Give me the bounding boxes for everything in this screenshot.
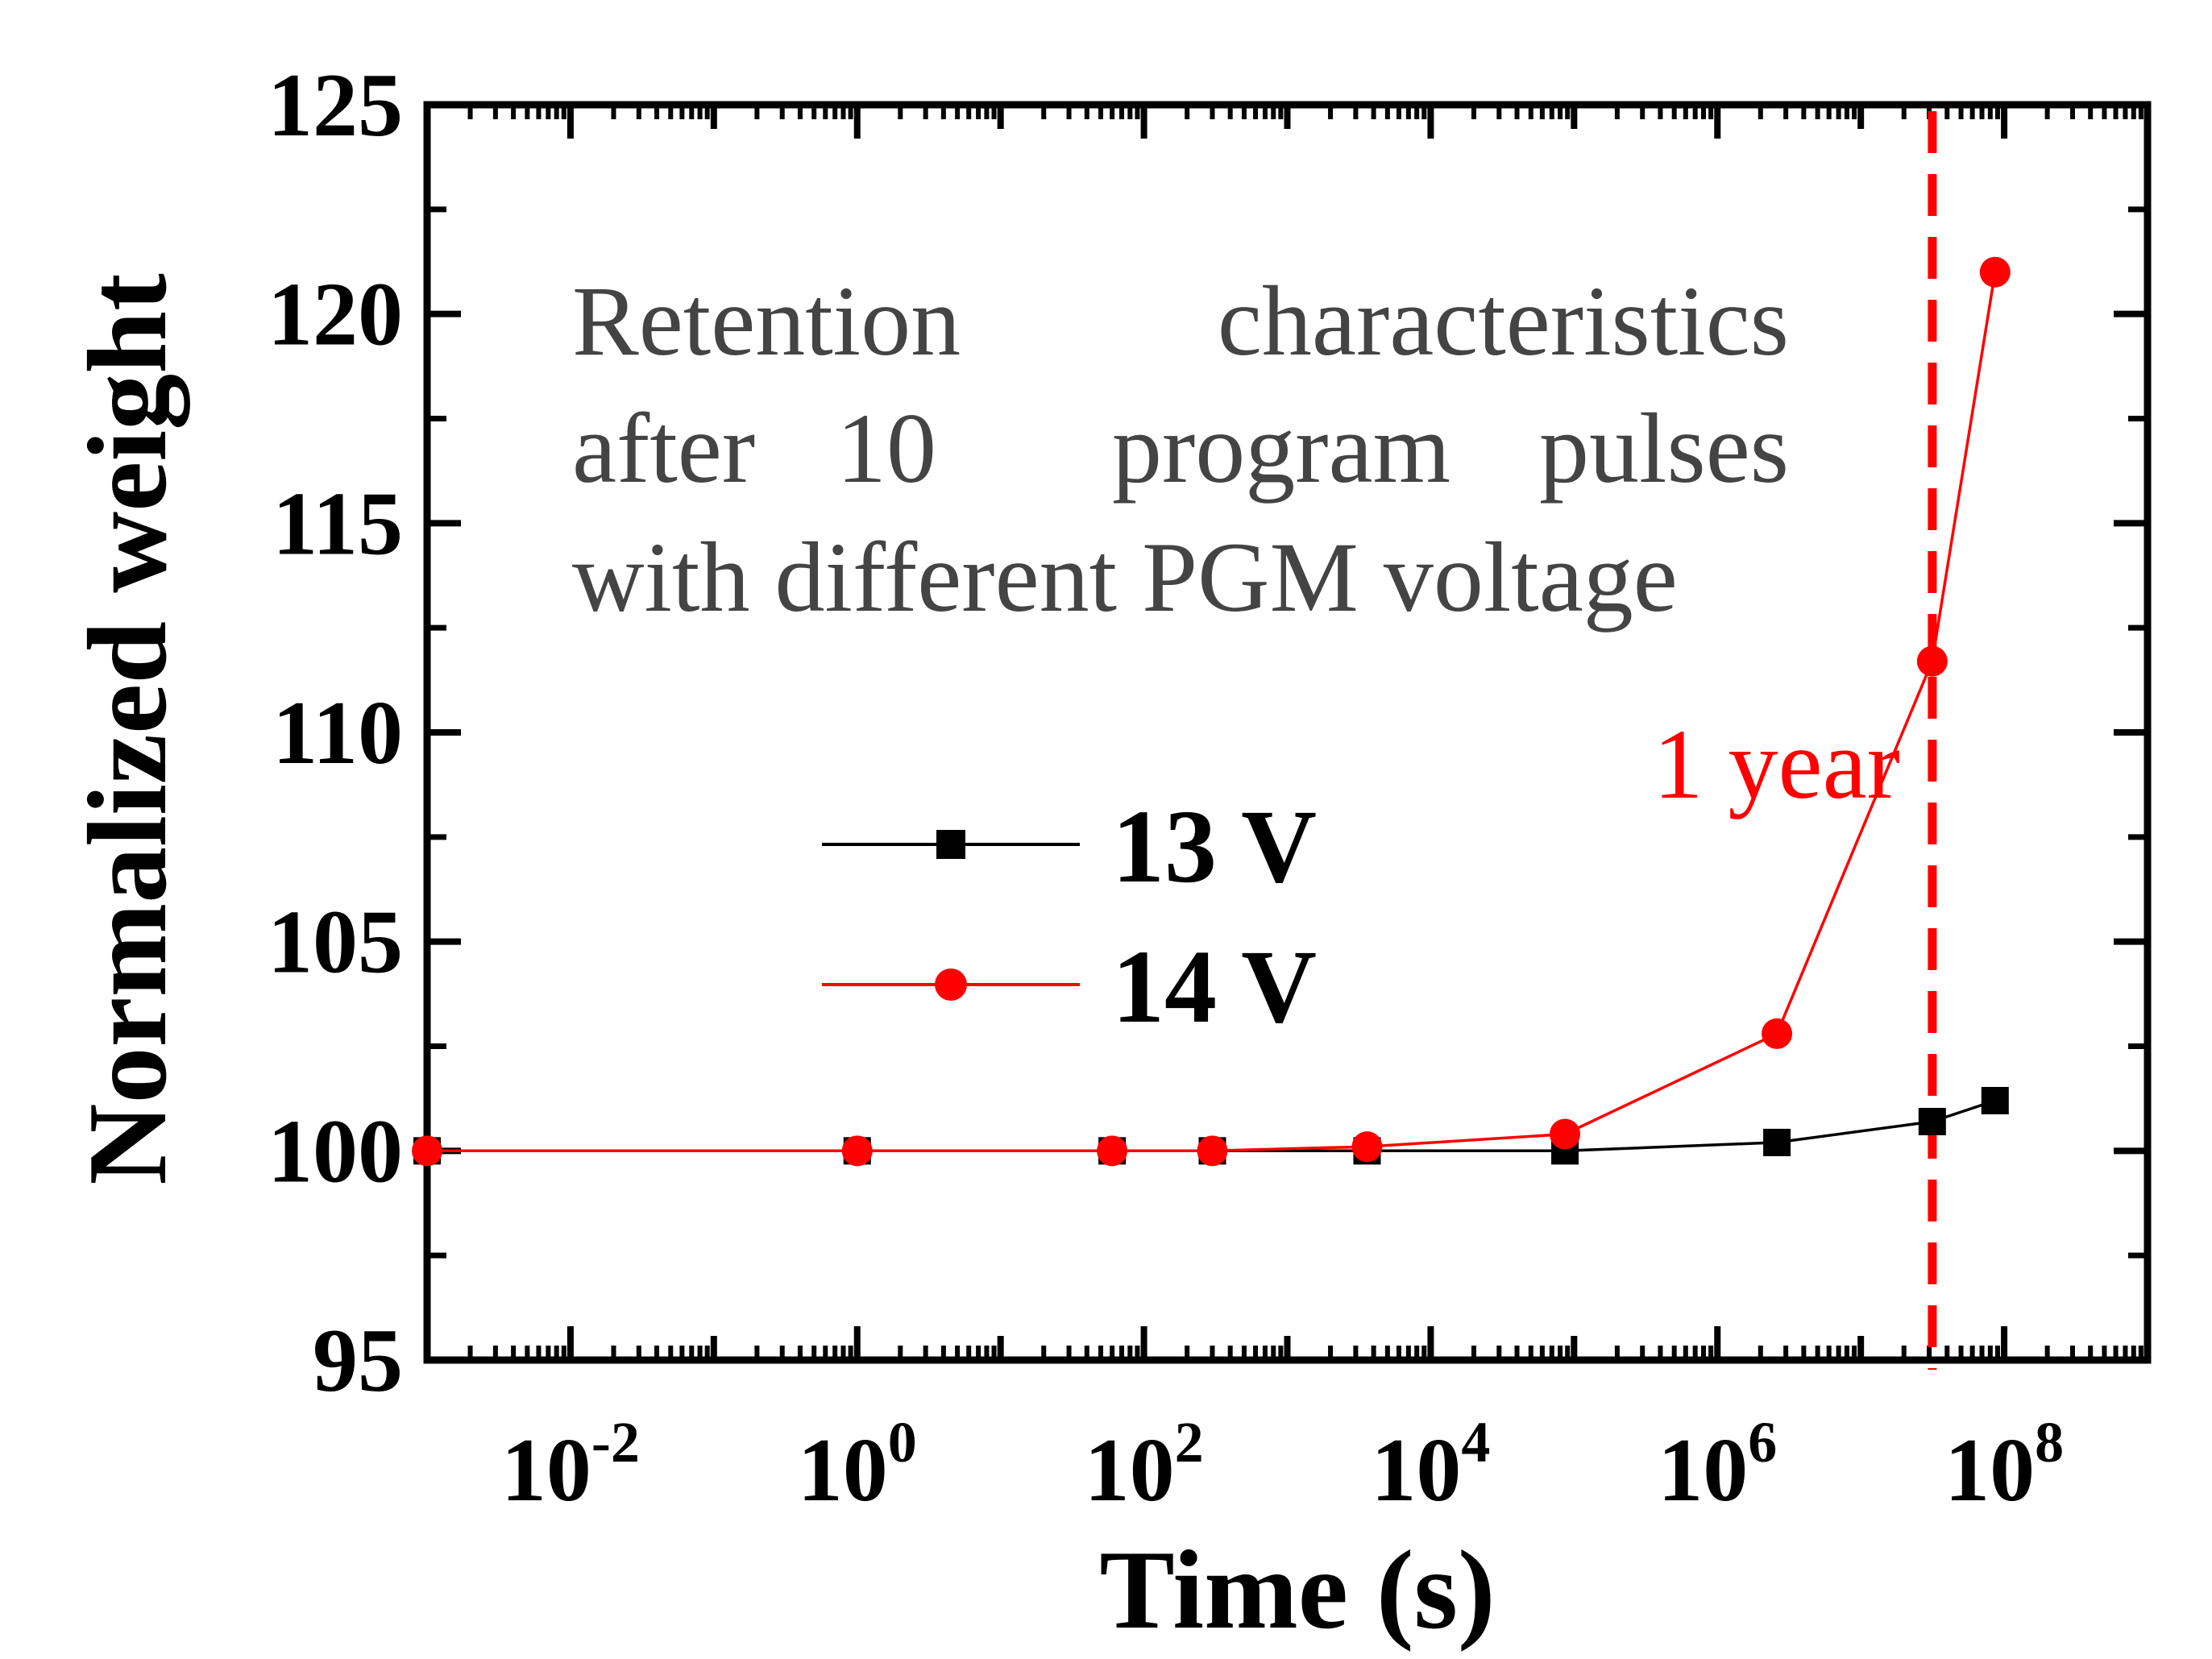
annotation-text: 10 (836, 393, 936, 504)
data-point-14v (1197, 1135, 1228, 1167)
x-tick-label: 106 (1658, 1410, 1777, 1520)
x-tick-label: 104 (1371, 1410, 1490, 1520)
y-tick-label: 100 (268, 1101, 403, 1201)
data-point-14v (1351, 1131, 1383, 1163)
x-tick-label: 108 (1944, 1410, 2064, 1520)
annotation-text: Retention (572, 266, 961, 376)
y-tick-label: 125 (268, 56, 403, 156)
y-tick-label: 105 (268, 893, 403, 993)
series-group (412, 256, 2011, 1167)
x-tick-label: 100 (798, 1410, 917, 1520)
data-point-14v (1916, 645, 1948, 677)
legend-marker-circle (935, 968, 967, 1001)
legend-group: 13 V 14 V (822, 789, 1317, 1045)
one-year-label: 1 year (1654, 709, 1900, 819)
data-point-13v (1918, 1107, 1946, 1135)
annotation-text: program (1112, 393, 1450, 504)
data-point-13v (1763, 1128, 1791, 1156)
data-point-14v (1097, 1135, 1128, 1167)
legend-label: 14 V (1112, 929, 1317, 1045)
data-point-14v (412, 1135, 442, 1167)
y-tick-label: 95 (313, 1311, 403, 1411)
legend-label: 13 V (1112, 789, 1317, 905)
x-tick-label: 10-2 (501, 1410, 640, 1520)
data-point-14v (1550, 1118, 1581, 1150)
data-point-13v (1981, 1087, 2009, 1115)
y-tick-label: 120 (268, 265, 403, 365)
annotation-text: pulses (1539, 393, 1789, 504)
annotation-group: Retention characteristics after 10 program pu… (572, 266, 1789, 632)
annotation-text: with different PGM voltage (572, 522, 1678, 632)
x-axis-title: Time (s) (1099, 1528, 1495, 1653)
annotation-text: characteristics (1218, 266, 1789, 376)
axes-group: 95 100 105 110 115 120 125 10-2 100 102 104 106 108 (268, 56, 2152, 1520)
y-tick-label: 110 (272, 683, 403, 783)
data-point-14v (1762, 1018, 1793, 1049)
y-axis-title: Normalized weight (65, 273, 190, 1184)
reference-line-group: 1 year (1654, 111, 1937, 1370)
data-point-14v (841, 1135, 873, 1167)
data-point-14v (1979, 256, 2011, 288)
legend-marker-square (936, 830, 965, 859)
x-tick-label: 102 (1085, 1410, 1204, 1520)
y-tick-label: 115 (272, 474, 403, 574)
annotation-text: after (572, 393, 755, 504)
